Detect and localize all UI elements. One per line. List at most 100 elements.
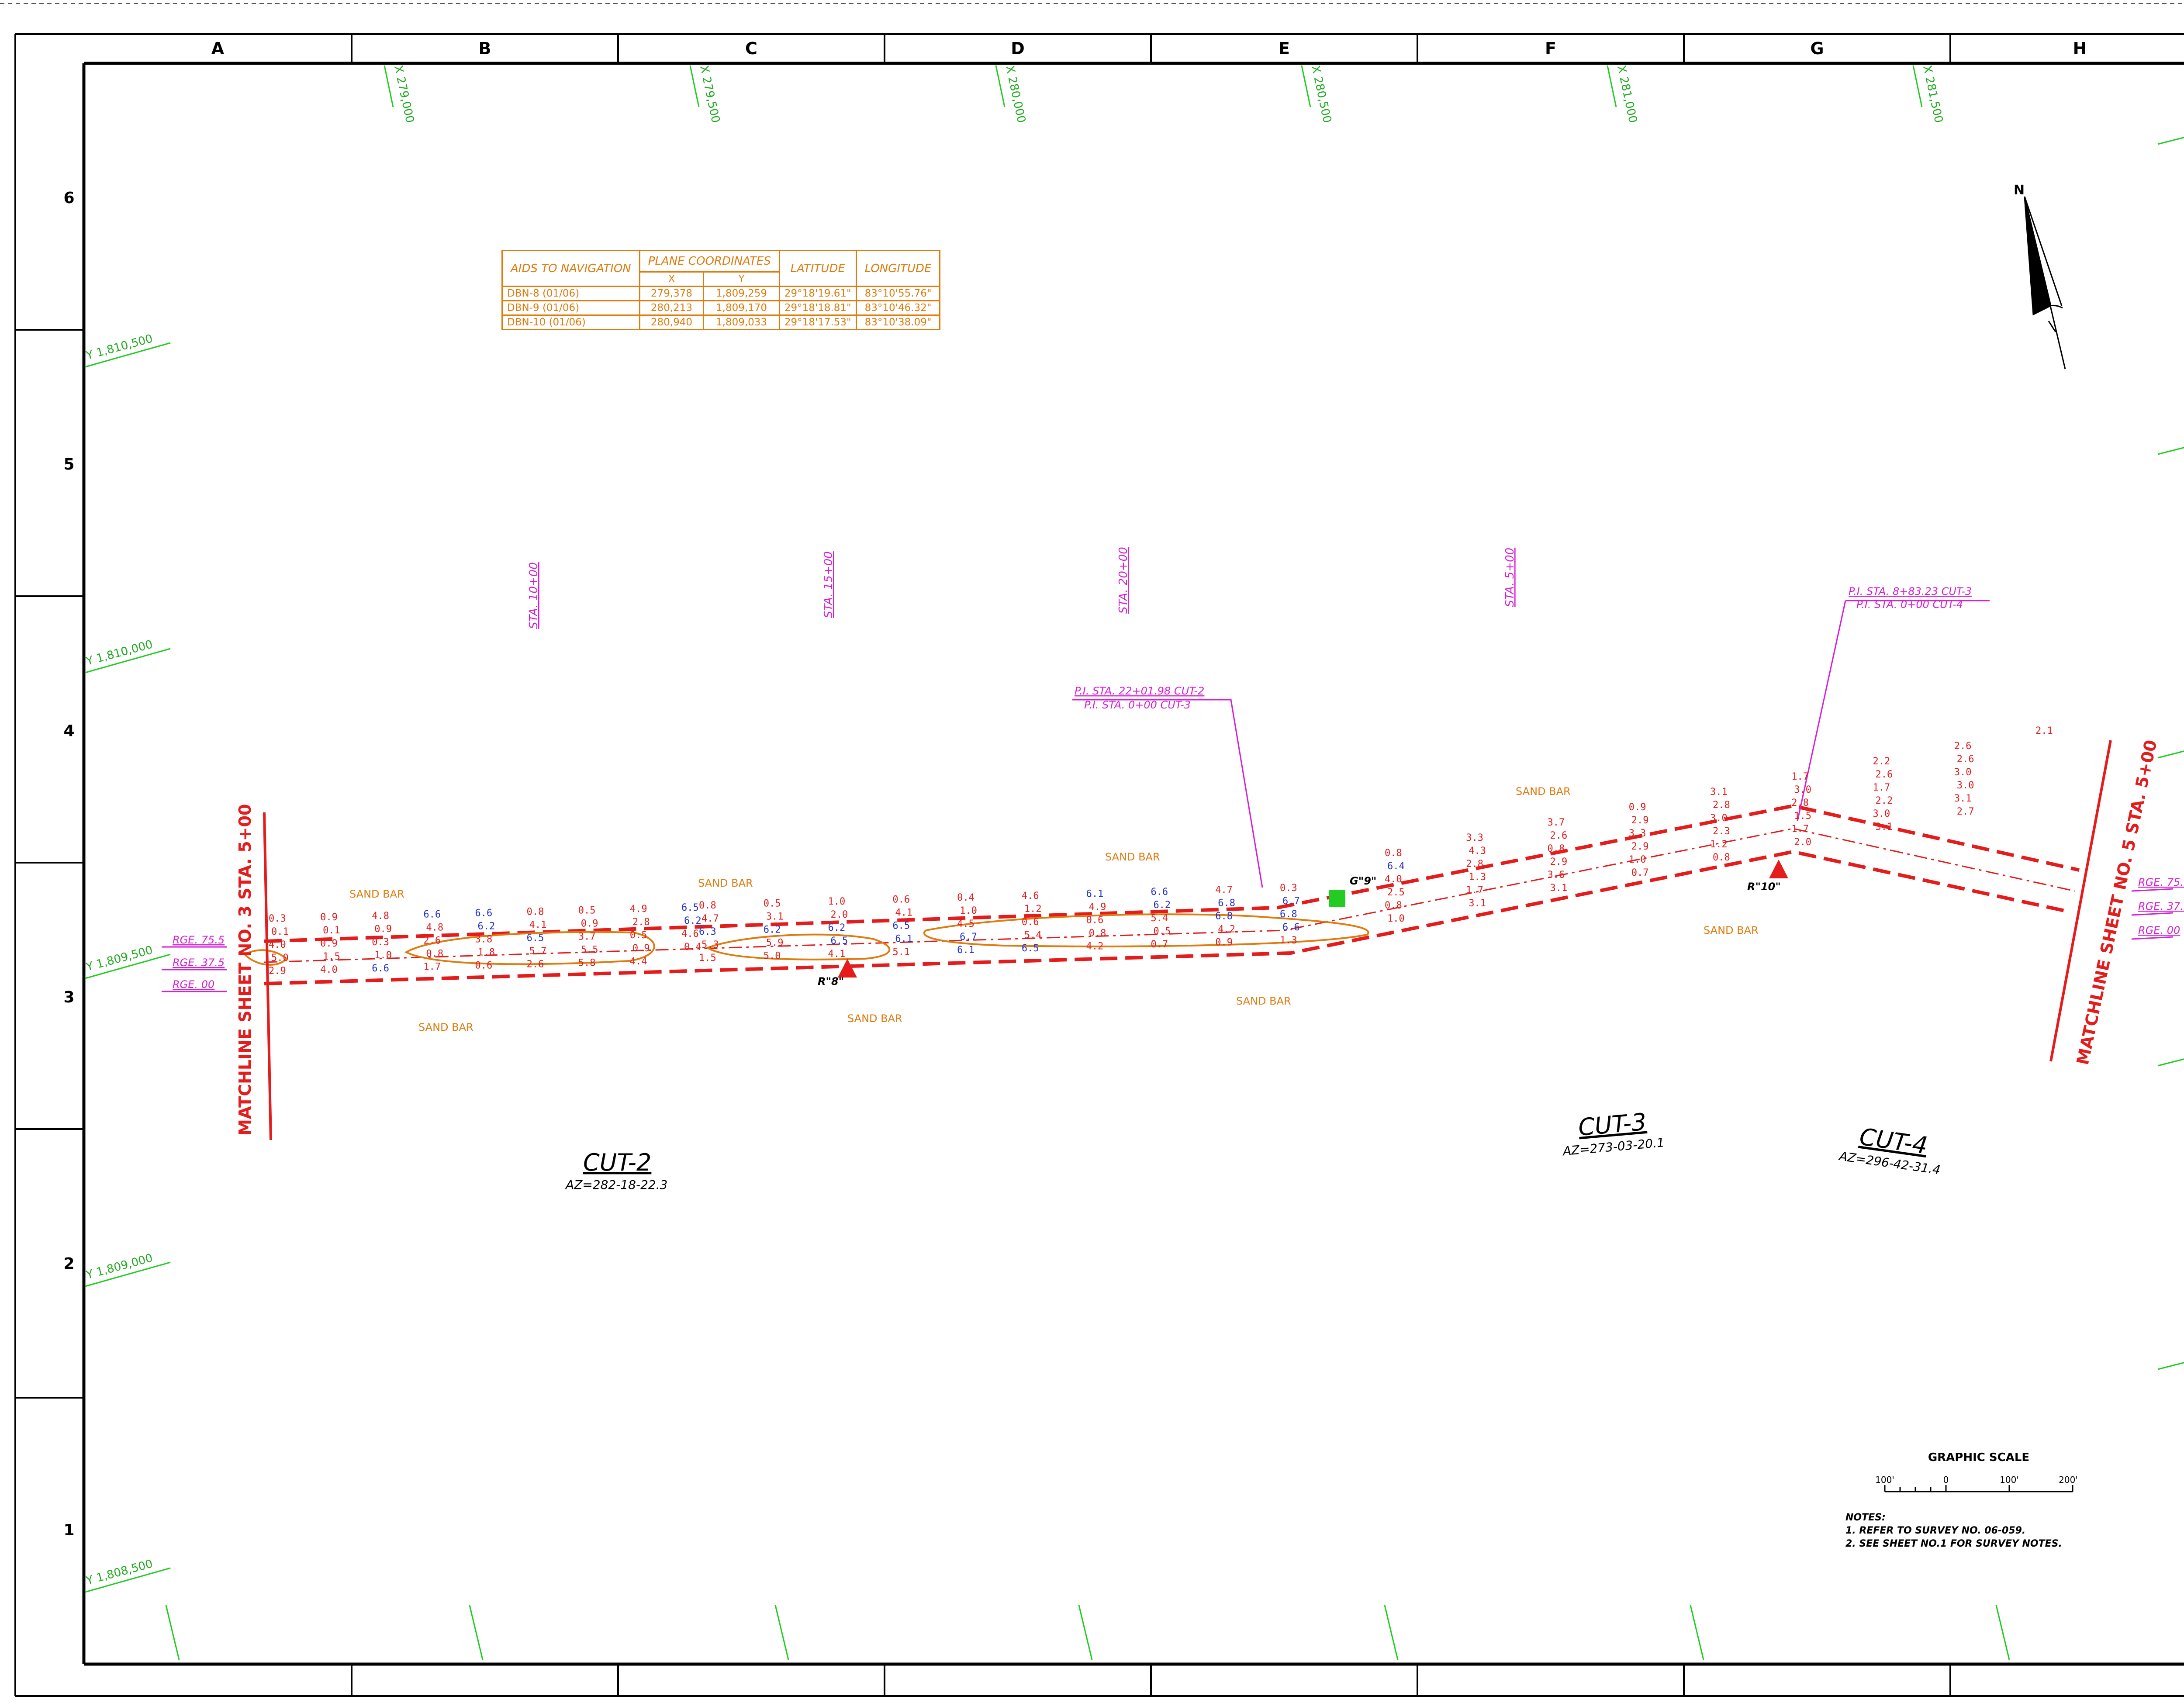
matchline-left-label: MATCHLINE SHEET NO. 3 STA. 5+00	[235, 804, 255, 1136]
column-label-a: A	[211, 39, 225, 58]
sounding-value: 3.7	[1548, 817, 1565, 828]
cell-lat: 29°18'18.81"	[778, 300, 857, 316]
channel-centerline	[264, 828, 2075, 963]
sounding-value: 1.0	[828, 896, 846, 907]
sounding-value: 0.6	[1022, 917, 1039, 928]
green-can-buoy-g9	[1329, 890, 1345, 907]
row-label-4: 4	[63, 722, 74, 740]
sounding-value: 4.7	[1215, 884, 1233, 895]
sounding-value: 3.1	[1550, 883, 1568, 894]
pi-leader-cut2	[1072, 699, 1263, 888]
row-label-5: 5	[63, 456, 74, 473]
range-leaders	[162, 888, 2174, 992]
range-label: RGE. 37.5	[2138, 900, 2184, 912]
sounding-value: 6.1	[895, 934, 912, 945]
sounding-value: 4.1	[828, 949, 846, 960]
cell-y: 1,809,259	[703, 286, 780, 301]
sounding-value: 5.0	[271, 953, 289, 964]
north-arrow	[2024, 196, 2066, 370]
graphic-scale	[1884, 1485, 2073, 1492]
row-label-6: 6	[63, 189, 74, 207]
row-label-1: 1	[63, 1521, 74, 1539]
sounding-value: 6.5	[681, 902, 699, 913]
sounding-value: 2.6	[423, 936, 441, 946]
range-label: RGE. 00	[173, 978, 214, 991]
cell-lon: 83°10'55.76"	[855, 286, 941, 301]
sounding-value: 0.9	[581, 918, 598, 929]
cell-aid: DBN-10 (01/06)	[501, 314, 640, 330]
station-label: STA. 15+00	[822, 551, 835, 618]
cell-aid: DBN-9 (01/06)	[501, 300, 640, 316]
sounding-value: 3.0	[1957, 780, 1974, 791]
sounding-value: 4.0	[1385, 874, 1402, 885]
sounding-value: 3.8	[475, 934, 493, 945]
sounding-value: 1.0	[1387, 913, 1405, 924]
sounding-value: 0.6	[892, 895, 910, 905]
sounding-value: 6.2	[1153, 900, 1171, 911]
sounding-value: 2.1	[2035, 725, 2053, 736]
station-label: STA. 20+00	[1117, 547, 1130, 614]
sounding-value: 6.1	[957, 945, 975, 956]
sounding-value: 1.7	[423, 962, 441, 973]
sounding-value: 6.5	[527, 933, 544, 943]
pi-label-cut4-start: P.I. STA. 0+00 CUT-4	[1856, 598, 1963, 611]
sand-bar-label: SAND BAR	[698, 877, 753, 889]
sounding-value: 3.1	[1954, 793, 1972, 804]
red-nun-buoy-r8	[838, 959, 857, 978]
sounding-value: 0.5	[578, 905, 596, 916]
cell-x: 280,940	[639, 314, 705, 330]
sounding-value: 2.8	[1466, 859, 1483, 870]
sounding-value: 6.3	[699, 926, 716, 937]
sounding-value: 0.8	[1385, 848, 1402, 859]
sounding-value: 3.1	[1710, 787, 1728, 798]
sheet-border	[14, 33, 2184, 1697]
channel-edges	[264, 804, 2080, 985]
notes-title: NOTES:	[1845, 1512, 1886, 1523]
sounding-value: 5.5	[581, 944, 598, 955]
cell-lat: 29°18'19.61"	[778, 286, 857, 301]
sounding-value: 0.8	[1089, 928, 1106, 939]
sounding-value: 1.3	[1280, 935, 1297, 946]
sounding-value: 1.5	[323, 951, 340, 962]
sounding-value: 6.5	[831, 936, 848, 946]
sounding-value: 6.2	[684, 915, 702, 926]
cell-y: 1,809,033	[703, 314, 780, 330]
sounding-value: 0.6	[475, 960, 493, 971]
column-label-g: G	[1810, 39, 1824, 58]
sand-bar-label: SAND BAR	[847, 1012, 902, 1025]
sounding-value: 4.1	[895, 908, 912, 919]
sounding-value: 6.8	[1280, 909, 1297, 920]
sounding-value: 5.0	[764, 951, 781, 962]
sounding-value: 0.5	[764, 898, 781, 909]
sounding-value: 4.6	[681, 929, 699, 940]
sounding-value: 6.7	[1282, 896, 1300, 907]
graphic-scale-tick: 100'	[2000, 1475, 2019, 1485]
sounding-value: 4.4	[630, 956, 647, 967]
sounding-value: 3.3	[1629, 828, 1646, 839]
sounding-value: 2.8	[1713, 800, 1730, 811]
sounding-value: 2.3	[1713, 826, 1730, 837]
pi-label-cut3-start: P.I. STA. 0+00 CUT-3	[1084, 699, 1191, 711]
sounding-value: 0.5	[630, 930, 647, 941]
sounding-value: 1.0	[1629, 854, 1646, 865]
station-label: STA. 10+00	[527, 562, 540, 629]
cell-x: 279,378	[639, 286, 705, 301]
sounding-value: 6.1	[1086, 888, 1104, 899]
sounding-value: 4.2	[1086, 941, 1104, 952]
sounding-value: 0.9	[1629, 802, 1646, 813]
sounding-value: 5.7	[529, 946, 547, 957]
graphic-scale-title: GRAPHIC SCALE	[1928, 1451, 2029, 1464]
sounding-value: 6.6	[475, 908, 493, 919]
sounding-value: 3.0	[1954, 767, 1972, 778]
sounding-value: 3.1	[766, 912, 784, 922]
sounding-value: 6.2	[478, 921, 495, 932]
buoy-label-r10: R"10"	[1747, 881, 1781, 893]
sounding-value: 0.8	[426, 949, 443, 960]
sounding-value: 4.0	[269, 940, 286, 950]
sounding-value: 6.4	[1387, 861, 1405, 872]
note-2: 2. SEE SHEET NO.1 FOR SURVEY NOTES.	[1845, 1538, 2062, 1549]
sounding-value: 3.3	[1466, 833, 1483, 843]
sounding-value: 4.2	[1218, 924, 1235, 935]
sounding-value: 1.5	[1794, 811, 1811, 822]
sounding-value: 6.2	[828, 922, 846, 933]
